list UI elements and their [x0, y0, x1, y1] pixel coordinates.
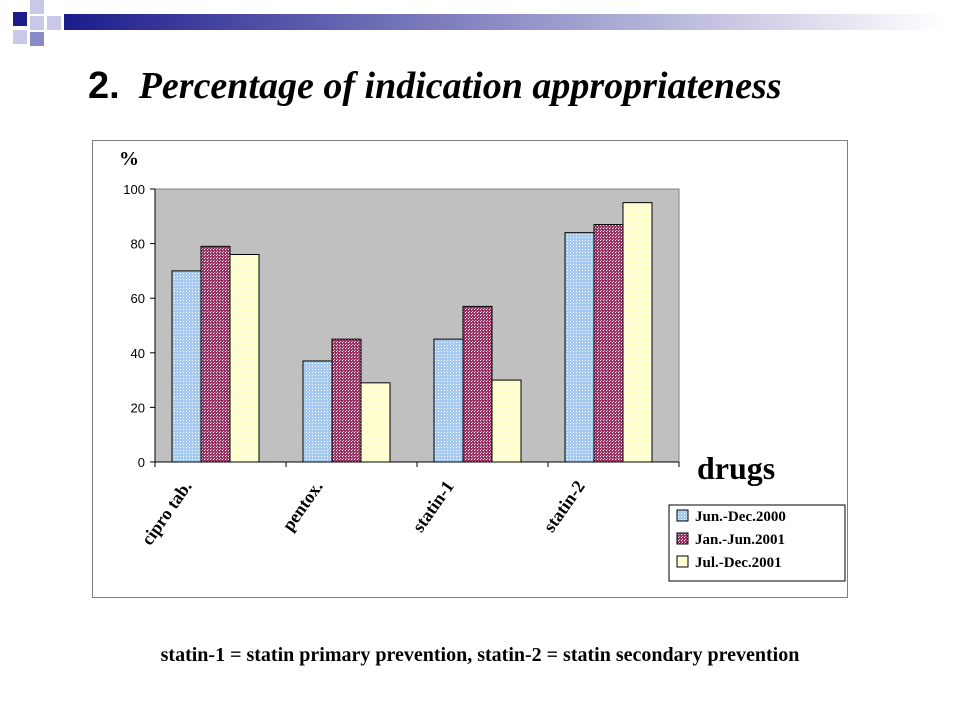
bar-statin-2-series-2 [593, 223, 624, 463]
bar-pentox-series-1 [302, 360, 333, 463]
bar-pentox-series-2 [331, 338, 362, 463]
legend-swatch [676, 532, 689, 545]
deco-square-2 [30, 0, 44, 14]
y-tick-label: 60 [131, 291, 145, 306]
y-tick-label: 80 [131, 237, 145, 252]
x-tick-label: pentox. [278, 477, 327, 535]
deco-square-3 [30, 16, 44, 30]
deco-square-6 [47, 16, 61, 30]
slide-title: 2. Percentage of indication appropriaten… [88, 64, 782, 108]
bar-statin-1-series-2 [462, 305, 493, 463]
header-gradient-bar [64, 14, 944, 30]
bar-pentox-series-3 [360, 382, 391, 463]
y-tick-label: 20 [131, 400, 145, 415]
y-axis-label: % [119, 148, 139, 170]
bar-statin-2-series-1 [564, 232, 595, 463]
bar-chart: 0 20 40 60 80 100% cipro tab. pentox. statin-1 st… [119, 148, 846, 582]
x-axis-label: drugs [697, 450, 775, 486]
title-text: Percentage of indication appropriateness [138, 65, 782, 107]
y-tick-label: 0 [138, 455, 145, 470]
legend-swatch [676, 509, 689, 522]
x-tick-label: statin-1 [408, 477, 458, 536]
bar-statin-2-series-3 [622, 202, 653, 463]
bar-statin-1-series-3 [491, 379, 522, 463]
title-number: 2. [88, 65, 120, 107]
legend-label: Jan.-Jun.2001 [695, 532, 785, 548]
y-tick-label: 40 [131, 346, 145, 361]
legend-label: Jun.-Dec.2000 [695, 509, 786, 525]
deco-square-5 [30, 32, 44, 46]
bar-statin-1-series-1 [433, 338, 464, 463]
bar-cipro-tab-series-2 [200, 245, 231, 463]
bar-cipro-tab-series-3 [229, 254, 260, 463]
legend-label: Jul.-Dec.2001 [695, 555, 782, 571]
footnote: statin-1 = statin primary prevention, st… [160, 644, 800, 666]
y-tick-label: 100 [123, 182, 145, 197]
x-tick-label: cipro tab. [137, 477, 196, 549]
legend-swatch [676, 555, 689, 568]
deco-square-1 [13, 12, 27, 26]
deco-square-4 [13, 30, 27, 44]
corner-decoration [13, 0, 944, 46]
chart-area: 0 20 40 60 80 100% cipro tab. pentox. statin-1 st… [92, 140, 848, 598]
legend-box [668, 504, 846, 582]
bar-cipro-tab-series-1 [171, 270, 202, 463]
x-tick-label: statin-2 [539, 477, 589, 536]
